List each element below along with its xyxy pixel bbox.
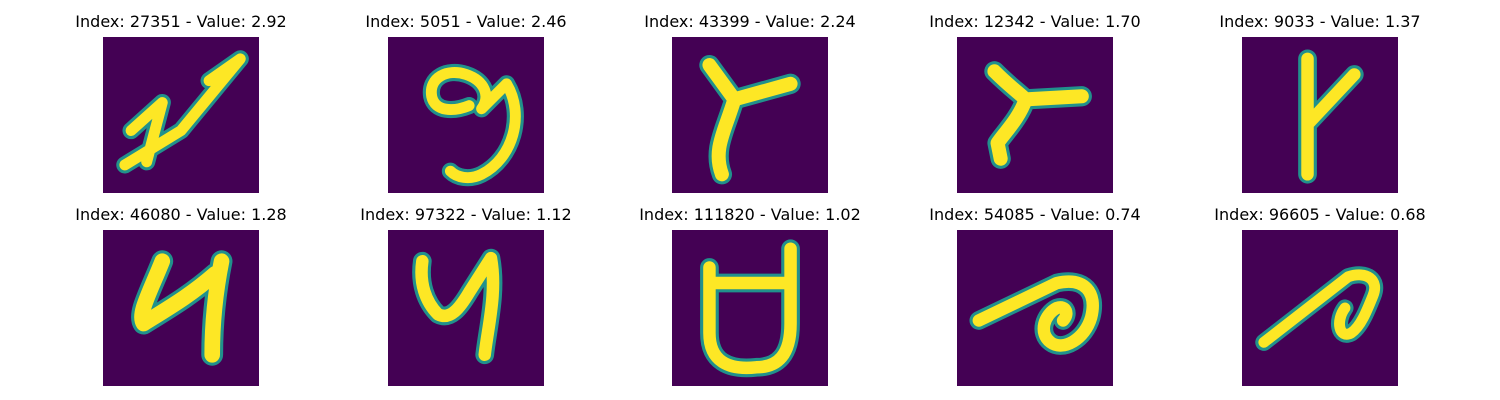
digit-image <box>1242 230 1398 386</box>
panel-title: Index: 97322 - Value: 1.12 <box>360 205 572 224</box>
digit-image <box>672 37 828 193</box>
digit-image <box>388 230 544 386</box>
panel-title: Index: 5051 - Value: 2.46 <box>365 12 567 31</box>
digit-image <box>1242 37 1398 193</box>
panel-title: Index: 9033 - Value: 1.37 <box>1219 12 1421 31</box>
panel-title: Index: 43399 - Value: 2.24 <box>644 12 856 31</box>
panel-title: Index: 12342 - Value: 1.70 <box>929 12 1141 31</box>
digit-image <box>103 37 259 193</box>
panel-title: Index: 46080 - Value: 1.28 <box>75 205 287 224</box>
digit-image <box>957 230 1113 386</box>
digit-image <box>103 230 259 386</box>
panel-title: Index: 27351 - Value: 2.92 <box>75 12 287 31</box>
digit-image <box>388 37 544 193</box>
panel-title: Index: 54085 - Value: 0.74 <box>929 205 1141 224</box>
panel-title: Index: 96605 - Value: 0.68 <box>1214 205 1426 224</box>
digit-image <box>672 230 828 386</box>
panel-title: Index: 111820 - Value: 1.02 <box>639 205 861 224</box>
digit-image <box>957 37 1113 193</box>
